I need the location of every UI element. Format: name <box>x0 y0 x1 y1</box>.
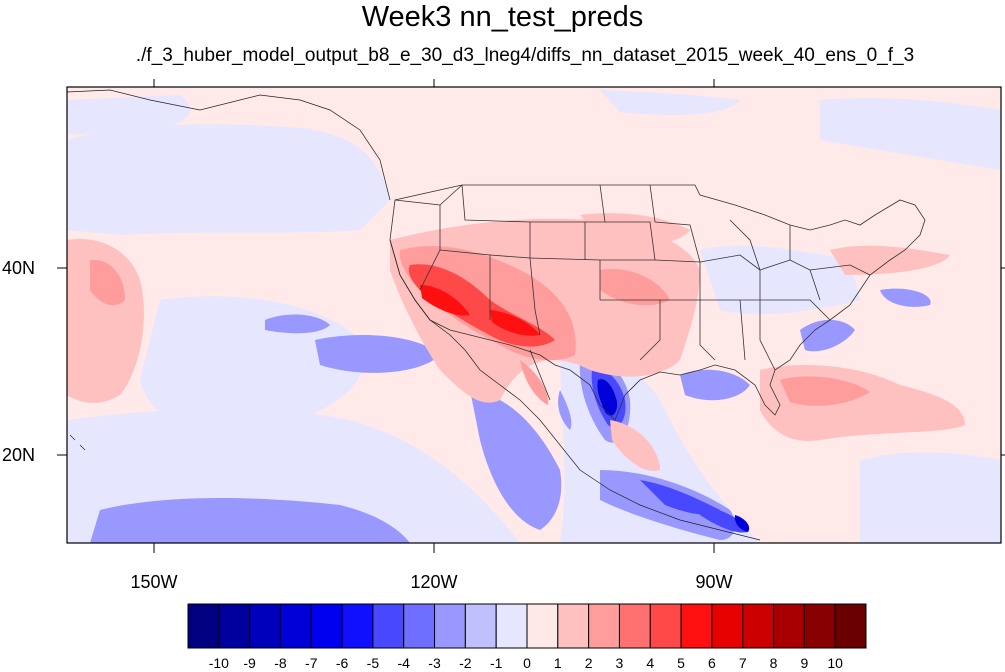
colorbar-swatch <box>680 603 713 649</box>
colorbar-swatch <box>588 603 620 649</box>
colorbar-label: -1 <box>489 655 503 671</box>
axis-ticks <box>57 79 1005 553</box>
colorbar-swatch <box>649 603 682 649</box>
colorbar-label: 0 <box>523 655 531 671</box>
colorbar-label: 2 <box>584 655 593 671</box>
map-subtitle: ./f_3_huber_model_output_b8_e_30_d3_lneg… <box>135 45 915 66</box>
colorbar-swatch <box>464 603 497 649</box>
colorbar-swatch <box>187 603 220 649</box>
negative-anomaly-deep <box>597 379 750 532</box>
colorbar-swatch <box>834 603 867 649</box>
map-field <box>57 79 1005 553</box>
political-boundaries <box>389 184 926 421</box>
colorbar-swatch <box>341 603 374 649</box>
colorbar-label: 4 <box>646 655 655 671</box>
colorbar-label: -3 <box>428 655 441 671</box>
colorbar-label: -7 <box>305 655 318 671</box>
colorbar-label: 1 <box>553 655 562 671</box>
colorbar-label: -4 <box>397 655 410 671</box>
lon-tick-label-90w: 90W <box>695 572 733 592</box>
colorbar-label: -10 <box>208 655 229 671</box>
colorbar-label: 7 <box>738 655 747 671</box>
colorbar-label: -8 <box>274 655 287 671</box>
map-frame <box>66 86 1002 544</box>
colorbar-swatch <box>434 603 466 649</box>
colorbar-label: 8 <box>769 655 778 671</box>
colorbar-label: 6 <box>708 655 716 671</box>
lon-tick-label-120w: 120W <box>410 572 458 592</box>
positive-anomaly-deep <box>420 285 540 336</box>
colorbar-swatch <box>742 603 775 649</box>
colorbar-label: 10 <box>827 655 843 671</box>
lat-tick-label-20n: 20N <box>2 445 36 465</box>
lat-tick-label-40n: 40N <box>2 258 36 278</box>
lon-tick-label-150w: 150W <box>130 572 178 592</box>
colorbar-swatch <box>526 603 559 649</box>
colorbar-label: 5 <box>677 655 685 671</box>
colorbar <box>187 603 867 649</box>
colorbar-swatch <box>310 603 343 649</box>
colorbar-label: -5 <box>366 655 380 671</box>
coastlines <box>66 89 761 541</box>
colorbar-swatch <box>618 603 651 649</box>
colorbar-swatch <box>557 603 590 649</box>
colorbar-swatch <box>803 603 836 649</box>
colorbar-swatch <box>711 603 744 649</box>
colorbar-swatch <box>279 603 312 649</box>
colorbar-swatch <box>403 603 436 649</box>
colorbar-label: 9 <box>800 655 809 671</box>
colorbar-swatch <box>495 603 528 649</box>
map-title: Week3 nn_test_preds <box>361 1 644 33</box>
colorbar-label: 3 <box>615 655 624 671</box>
colorbar-label: -9 <box>243 655 256 671</box>
colorbar-label: -2 <box>459 655 472 671</box>
colorbar-swatch <box>372 603 405 649</box>
colorbar-swatch <box>218 603 251 649</box>
colorbar-swatch <box>249 603 281 649</box>
colorbar-label: -6 <box>335 655 349 671</box>
colorbar-swatch <box>773 603 805 649</box>
